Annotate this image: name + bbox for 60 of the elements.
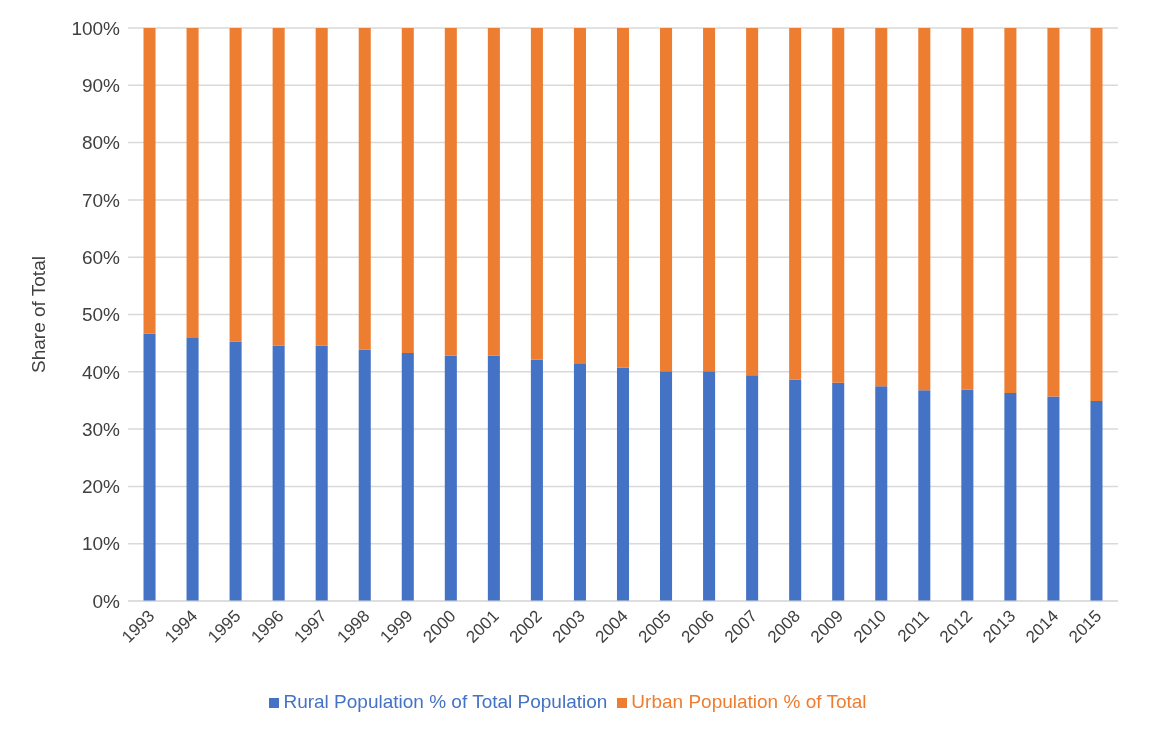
bar [1004, 28, 1017, 393]
bar [315, 28, 328, 346]
bar [487, 28, 500, 356]
bar [272, 345, 285, 601]
bar [660, 371, 673, 601]
y-tick-label: 90% [81, 75, 121, 97]
bar [229, 341, 242, 601]
bar [832, 382, 845, 601]
bar [703, 371, 716, 601]
bar [961, 389, 974, 601]
bar [1047, 28, 1060, 397]
bar [143, 333, 156, 601]
bar [315, 345, 328, 601]
bar [186, 28, 199, 338]
y-axis-title: Share of Total [27, 256, 49, 373]
bar [229, 28, 242, 342]
y-tick-label: 80% [81, 132, 121, 154]
bar [660, 28, 673, 372]
bar [746, 28, 759, 376]
bar [272, 28, 285, 346]
bar [875, 28, 888, 387]
bar [358, 349, 371, 601]
bar [487, 355, 500, 601]
y-tick-label: 70% [81, 189, 121, 211]
bar [789, 28, 802, 380]
bar [616, 367, 630, 601]
legend-label: Urban Population % of Total [631, 691, 867, 712]
bar [918, 390, 931, 601]
bar [918, 28, 931, 391]
bar [703, 28, 716, 372]
bar [573, 28, 586, 364]
y-tick-label: 60% [81, 246, 121, 268]
bar [961, 28, 974, 390]
bar [143, 28, 156, 334]
bar [186, 337, 199, 601]
bar [444, 28, 457, 356]
bar [1047, 396, 1060, 601]
bar [530, 359, 543, 601]
y-tick-label: 0% [92, 590, 121, 612]
bar [875, 386, 888, 601]
y-tick-label: 10% [81, 533, 121, 555]
bar [1090, 28, 1103, 402]
legend-label: Rural Population % of Total Population [283, 691, 608, 712]
bar [401, 28, 414, 353]
bar [530, 28, 543, 360]
bar [789, 379, 802, 601]
bar [832, 28, 845, 383]
bar [444, 355, 457, 601]
bar [746, 375, 759, 601]
y-tick-label: 40% [81, 361, 121, 383]
y-tick-label: 50% [81, 304, 121, 326]
bar [1004, 393, 1017, 601]
y-tick-label: 100% [71, 17, 121, 39]
bar [616, 28, 630, 368]
bar [401, 352, 414, 601]
y-tick-label: 20% [81, 476, 121, 498]
bar [1090, 401, 1103, 601]
bar [573, 363, 586, 601]
y-tick-label: 30% [81, 418, 121, 440]
bar [358, 28, 371, 350]
